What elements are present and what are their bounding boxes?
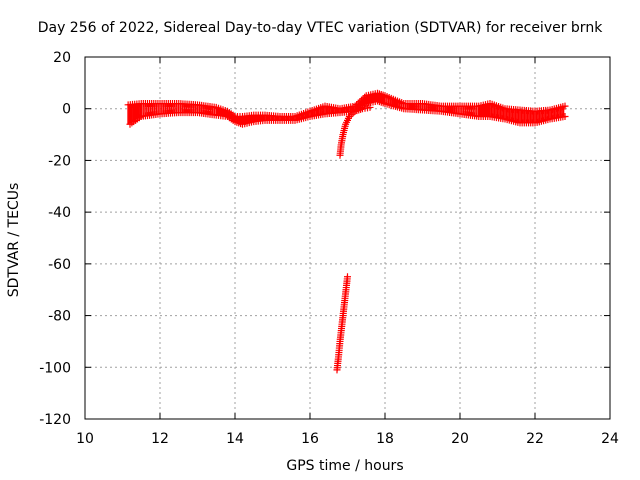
y-tick-label: 20 [53, 50, 71, 66]
x-tick-label: 22 [526, 431, 544, 447]
data-markers [124, 89, 569, 374]
data-point [361, 93, 369, 101]
y-tick-label: 0 [62, 102, 71, 118]
x-axis-label: GPS time / hours [286, 458, 404, 474]
data-point [359, 95, 367, 103]
y-tick-label: -60 [48, 257, 71, 273]
y-tick-label: -40 [48, 205, 71, 221]
x-tick-label: 12 [151, 431, 169, 447]
x-tick-label: 16 [301, 431, 319, 447]
data-point [366, 103, 374, 111]
x-tick-label: 10 [76, 431, 94, 447]
data-point [561, 112, 569, 120]
plot-frame [84, 56, 611, 420]
y-tick-label: -120 [39, 412, 71, 428]
x-tick-label: 14 [226, 431, 244, 447]
data-point [356, 98, 364, 106]
data-point [344, 273, 351, 281]
series-deep-outlier [333, 273, 351, 374]
axis-ticks: 10 12 14 16 18 20 22 24 20 0 -20 -40 -60 -80 -100 -120 [39, 50, 619, 447]
x-tick-label: 18 [376, 431, 394, 447]
data-point [357, 96, 365, 104]
y-tick-label: -20 [48, 153, 71, 169]
series-band-lower [126, 97, 569, 128]
y-tick-label: -100 [39, 360, 71, 376]
x-tick-label: 20 [451, 431, 469, 447]
y-tick-label: -80 [48, 309, 71, 325]
data-point [561, 102, 569, 110]
series-dip-branch [336, 103, 374, 159]
chart-title: Day 256 of 2022, Sidereal Day-to-day VTE… [37, 20, 603, 36]
x-tick-label: 24 [601, 431, 619, 447]
